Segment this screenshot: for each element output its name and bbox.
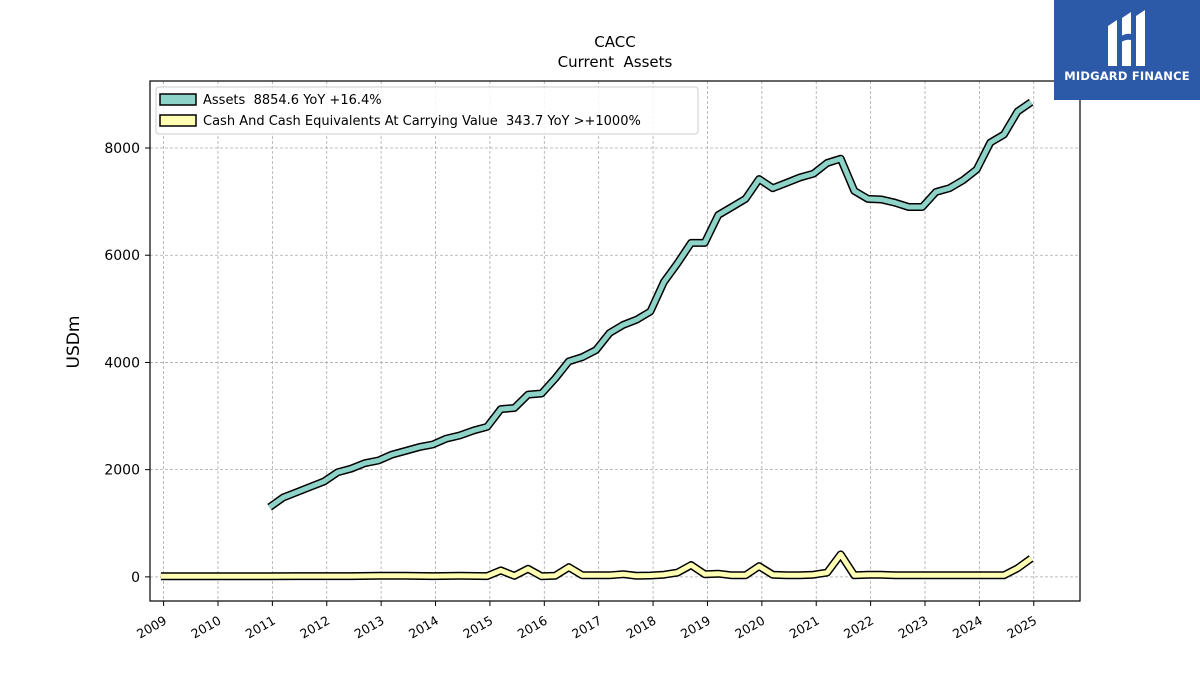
- x-tick-label: 2013: [352, 613, 387, 642]
- x-tick-label: 2014: [406, 613, 441, 642]
- x-tick-label: 2017: [569, 613, 604, 642]
- x-tick-label: 2011: [243, 613, 278, 642]
- legend-swatch-assets: [159, 93, 197, 106]
- plot-frame: [149, 80, 1081, 602]
- y-tick-label: 2000: [104, 463, 140, 479]
- brand-logo: MIDGARD FINANCE: [1054, 0, 1200, 100]
- y-tick-label: 0: [131, 570, 140, 586]
- y-axis: 0 2000 4000 6000 8000: [104, 141, 150, 586]
- series-outline-0: [267, 98, 1034, 511]
- x-tick-label: 2015: [460, 613, 495, 642]
- y-tick-label: 4000: [104, 355, 140, 371]
- series-line-1: [160, 551, 1033, 579]
- x-tick-label: 2010: [188, 613, 223, 642]
- x-tick-label: 2020: [732, 613, 767, 642]
- brand-name: MIDGARD FINANCE: [1064, 69, 1190, 83]
- series-line-0: [268, 100, 1033, 510]
- chart-title: CACC: [594, 33, 635, 51]
- series-lines: [160, 98, 1034, 581]
- grid: [150, 81, 1080, 601]
- x-tick-label: 2019: [678, 613, 713, 642]
- x-axis: 2009 2010 2011 2012 2013 2014 2015 2016 2017 2018…: [134, 601, 1039, 642]
- legend-box: [155, 86, 699, 135]
- y-tick-label: 6000: [104, 248, 140, 264]
- x-tick-label: 2024: [950, 613, 985, 642]
- legend-label-cash: Cash And Cash Equivalents At Carrying Va…: [203, 114, 641, 129]
- legend-label-assets: Assets 8854.6 YoY +16.4%: [203, 93, 382, 108]
- x-tick-label: 2023: [895, 613, 930, 642]
- y-tick-label: 8000: [104, 141, 140, 157]
- x-tick-label: 2018: [624, 613, 659, 642]
- x-tick-label: 2012: [297, 613, 332, 642]
- x-tick-label: 2022: [841, 613, 876, 642]
- x-tick-label: 2009: [134, 613, 169, 642]
- legend-swatch-cash: [159, 114, 197, 127]
- brand-logo-icon: [1108, 10, 1145, 66]
- chart-subtitle: Current Assets: [558, 53, 673, 71]
- x-tick-label: 2016: [515, 613, 550, 642]
- x-tick-label: 2025: [1004, 613, 1039, 642]
- legend: Assets 8854.6 YoY +16.4% Cash And Cash E…: [155, 86, 699, 135]
- y-axis-label: USDm: [64, 316, 84, 369]
- x-tick-label: 2021: [787, 613, 822, 642]
